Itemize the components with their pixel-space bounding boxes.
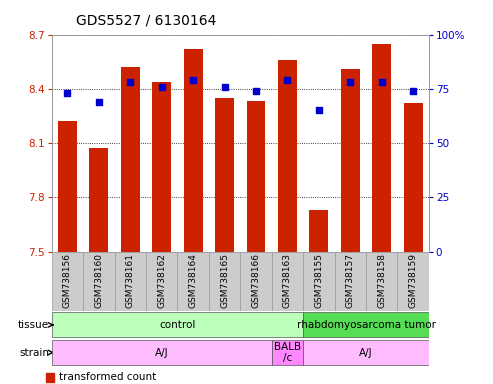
Text: rhabdomyosarcoma tumor: rhabdomyosarcoma tumor	[297, 320, 435, 330]
Bar	[52, 340, 272, 365]
Bar	[114, 252, 146, 311]
Bar	[121, 67, 140, 252]
Text: GSM738160: GSM738160	[94, 253, 104, 308]
Bar	[177, 252, 209, 311]
Text: GSM738165: GSM738165	[220, 253, 229, 308]
Point	[283, 77, 291, 83]
Bar	[83, 252, 114, 311]
Text: GSM738163: GSM738163	[283, 253, 292, 308]
Text: GSM738155: GSM738155	[315, 253, 323, 308]
Bar	[52, 313, 303, 337]
Text: tissue: tissue	[18, 320, 49, 330]
Bar	[209, 252, 241, 311]
Bar	[303, 340, 429, 365]
Bar	[310, 210, 328, 252]
Bar	[58, 121, 77, 252]
Point	[221, 84, 229, 90]
Bar	[341, 69, 360, 252]
Bar	[215, 98, 234, 252]
Point	[347, 79, 354, 85]
Point	[378, 79, 386, 85]
Text: control: control	[159, 320, 196, 330]
Text: GDS5527 / 6130164: GDS5527 / 6130164	[76, 13, 216, 27]
Point	[315, 108, 323, 114]
Bar	[272, 340, 303, 365]
Bar	[303, 252, 335, 311]
Bar	[366, 252, 397, 311]
Text: A/J: A/J	[359, 348, 373, 358]
Bar	[272, 252, 303, 311]
Text: strain: strain	[19, 348, 49, 358]
Text: A/J: A/J	[155, 348, 169, 358]
Point	[252, 88, 260, 94]
Point	[126, 79, 134, 85]
Bar	[372, 44, 391, 252]
Point	[64, 90, 71, 96]
Text: GSM738157: GSM738157	[346, 253, 355, 308]
Text: GSM738162: GSM738162	[157, 253, 166, 308]
Point	[189, 77, 197, 83]
Text: GSM738166: GSM738166	[251, 253, 261, 308]
Text: GSM738159: GSM738159	[409, 253, 418, 308]
Point	[409, 88, 417, 94]
Text: transformed count: transformed count	[59, 372, 157, 382]
Bar	[246, 101, 265, 252]
Bar	[278, 60, 297, 252]
Point	[158, 84, 166, 90]
Bar	[404, 103, 423, 252]
Point	[95, 99, 103, 105]
Bar	[90, 149, 108, 252]
Bar	[52, 252, 83, 311]
Text: GSM738161: GSM738161	[126, 253, 135, 308]
Bar	[241, 252, 272, 311]
Text: BALB
/c: BALB /c	[274, 342, 301, 363]
Text: GSM738164: GSM738164	[189, 253, 198, 308]
Bar	[397, 252, 429, 311]
Bar	[146, 252, 177, 311]
Bar	[152, 81, 171, 252]
Text: GSM738156: GSM738156	[63, 253, 72, 308]
Text: GSM738158: GSM738158	[377, 253, 387, 308]
Bar	[46, 373, 54, 382]
Bar	[335, 252, 366, 311]
Bar	[303, 313, 429, 337]
Bar	[184, 49, 203, 252]
